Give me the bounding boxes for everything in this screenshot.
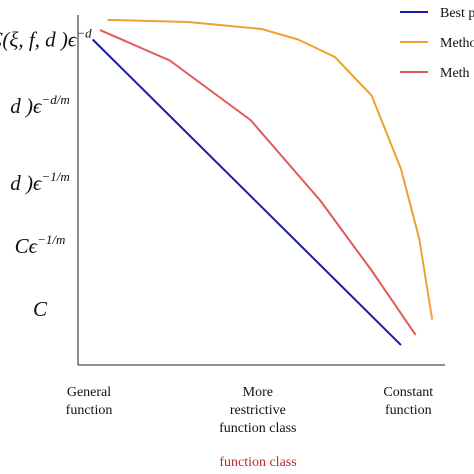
y-tick-label: C [33,297,48,321]
line-series [99,29,417,336]
line-series [107,18,434,320]
x-tick-label: function [66,403,113,418]
y-tick-sup: −d [76,26,92,41]
x-tick-label: Constant [383,385,433,400]
y-tick-label: C(ξ, f, d )ϵ−d [0,26,92,52]
y-tick-base: d )ϵ [10,171,43,195]
x-axis-label: function class [219,455,296,470]
y-tick-sup: −d/m [41,92,69,107]
y-tick-base: C(ξ, f, d )ϵ [0,28,78,52]
legend-label: Best p [440,6,474,21]
y-tick-base: C [33,297,48,321]
y-tick-base: Cϵ [15,234,39,258]
x-tick-label: function [385,403,432,418]
legend-label: Metho [440,36,474,51]
x-tick-label: restrictive [230,403,286,418]
x-tick-label: function class [219,421,296,436]
y-tick-label: d )ϵ−d/m [10,92,69,118]
x-tick-label: General [67,385,111,400]
line-series [91,38,402,346]
y-tick-label: Cϵ−1/m [15,232,66,258]
y-tick-sup: −1/m [41,169,69,184]
y-tick-label: d )ϵ−1/m [10,169,69,195]
x-tick-label: More [243,385,273,400]
y-tick-sup: −1/m [37,232,65,247]
y-tick-base: d )ϵ [10,94,43,118]
legend-label: Meth [440,66,470,81]
